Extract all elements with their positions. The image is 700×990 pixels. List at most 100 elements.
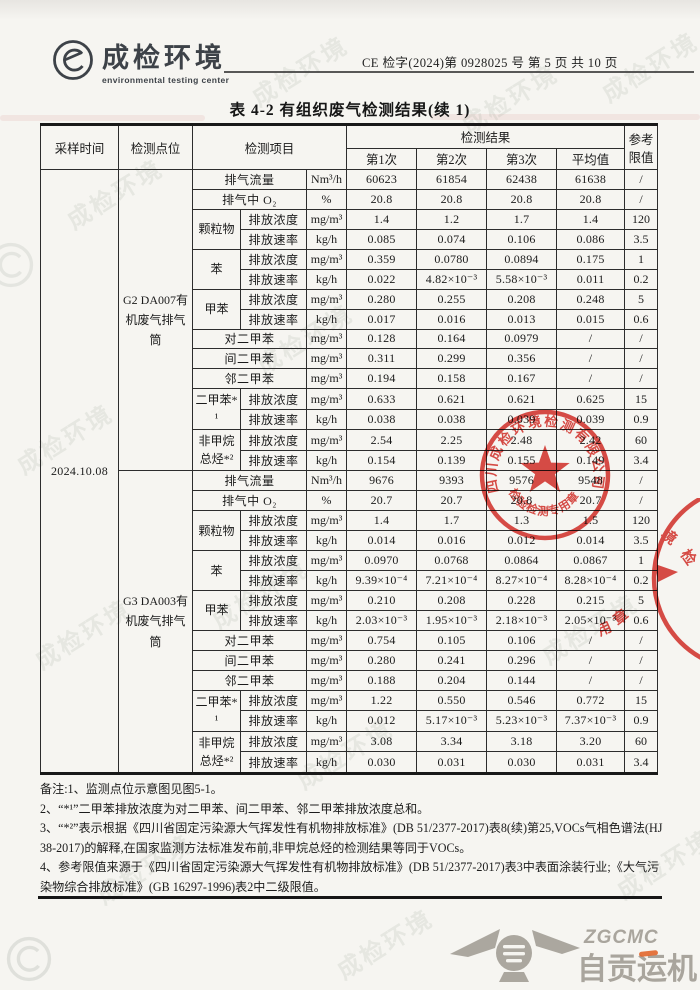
table-row: 2024.10.08 G2 DA007有机废气排气筒 排气流量 Nm³/h 60623 6… xyxy=(40,168,659,774)
item-sub-cell: 排放浓度 xyxy=(240,550,307,571)
item-group-cell: 非甲烷总烃*² xyxy=(192,730,241,775)
value-cell: 1.4 xyxy=(346,208,418,230)
value-cell: 0.086 xyxy=(556,228,626,250)
unit-cell: mg/m³ xyxy=(305,550,348,571)
notes-block: 备注:1、监测点位示意图见图5-1。 2、“*¹”二甲苯排放浓度为对二甲苯、间二甲… xyxy=(40,780,663,897)
table-row: 排放速率 kg/h 0.022 4.82×10⁻³ 5.58×10⁻³ 0.011 0.2 xyxy=(41,268,659,290)
unit-cell: mg/m³ xyxy=(305,388,348,410)
note-line: 备注:1、监测点位示意图见图5-1。 xyxy=(40,782,223,796)
value-cell: 0.038 xyxy=(346,408,418,431)
unit-cell: Nm³/h xyxy=(305,470,348,492)
value-cell: 3.18 xyxy=(486,730,558,753)
value-cell: 0.228 xyxy=(486,589,558,611)
company-seal-stamp: 四川成检环境检测有限公司 检验检测专用章 xyxy=(479,409,611,541)
value-cell: 2.03×10⁻³ xyxy=(346,609,418,631)
value-cell: 0.772 xyxy=(556,689,626,712)
scan-artifact-top xyxy=(0,0,700,20)
corner-watermark-icon xyxy=(6,936,52,982)
unit-cell: kg/h xyxy=(305,408,348,431)
table-row: 排气中 O₂% 20.8 20.8 20.8 20.8/ xyxy=(41,188,659,210)
value-cell: 5.17×10⁻³ xyxy=(416,710,488,732)
edge-stamp-char: 章 xyxy=(609,606,632,629)
limit-cell: 1 xyxy=(624,248,659,270)
value-cell: 0.031 xyxy=(556,751,626,774)
limit-cell: 0.6 xyxy=(624,609,659,631)
unit-cell: kg/h xyxy=(305,530,348,552)
col-header-limit: 参考限值 xyxy=(624,124,659,170)
value-cell: 0.175 xyxy=(556,248,626,270)
value-cell: 0.128 xyxy=(346,328,418,350)
value-cell: 0.188 xyxy=(346,669,418,691)
stamp-label-text: 检验检测专用章 xyxy=(506,486,582,518)
value-cell: 0.030 xyxy=(346,751,418,774)
value-cell: 0.015 xyxy=(556,308,626,330)
value-cell: 0.014 xyxy=(556,530,626,552)
unit-cell: kg/h xyxy=(305,710,348,732)
unit-cell: Nm³/h xyxy=(305,169,348,190)
unit-cell: mg/m³ xyxy=(305,689,348,712)
value-cell: 0.013 xyxy=(486,308,558,330)
value-cell: 0.754 xyxy=(346,629,418,651)
value-cell: 20.8 xyxy=(486,188,558,210)
value-cell: 0.625 xyxy=(556,388,626,410)
value-cell: 20.8 xyxy=(556,188,626,210)
limit-cell: 0.6 xyxy=(624,308,659,330)
value-cell: 61854 xyxy=(416,169,488,190)
value-cell: 9.39×10⁻⁴ xyxy=(346,570,418,591)
value-cell: 9676 xyxy=(346,470,418,492)
item-cell: 排气中 O₂ xyxy=(192,490,307,512)
value-cell: 0.158 xyxy=(416,368,488,390)
logo-en-text: environmental testing center xyxy=(102,75,230,85)
company-logo: 成检环境 environmental testing center xyxy=(52,36,229,85)
edge-stamp-char: 用 xyxy=(600,619,614,639)
col-header-point: 检测点位 xyxy=(118,124,193,170)
value-cell: 2.18×10⁻³ xyxy=(486,609,558,631)
unit-cell: kg/h xyxy=(305,609,348,631)
value-cell: 0.144 xyxy=(486,669,558,691)
unit-cell: kg/h xyxy=(305,449,348,472)
value-cell: 0.105 xyxy=(416,629,488,651)
table-row: 间二甲苯 mg/m³ 0.280 0.241 0.296// xyxy=(41,649,659,671)
item-sub-cell: 排放浓度 xyxy=(240,730,307,753)
limit-cell: / xyxy=(624,328,659,350)
page-title: 表 4-2 有组织废气检测结果(续 1) xyxy=(229,102,471,119)
unit-cell: kg/h xyxy=(305,228,348,250)
value-cell: / xyxy=(556,348,626,370)
value-cell: 9393 xyxy=(416,470,488,492)
value-cell: 0.011 xyxy=(556,268,626,290)
unit-cell: mg/m³ xyxy=(305,328,348,350)
watermark-text: 成检环境 xyxy=(697,294,700,402)
item-sub-cell: 排放速率 xyxy=(240,530,307,552)
table-row: 排放速率 kg/h 0.017 0.016 0.013 0.015 0.6 xyxy=(41,308,659,330)
item-cell: 对二甲苯 xyxy=(192,629,307,651)
table-row: 非甲烷总烃*² 排放浓度 mg/m³ 3.08 3.34 3.18 3.20 60 xyxy=(41,730,659,775)
item-sub-cell: 排放速率 xyxy=(240,449,307,472)
limit-cell: 0.9 xyxy=(624,408,659,431)
item-cell: 对二甲苯 xyxy=(192,328,307,350)
col-header-run2: 第2次 xyxy=(416,148,488,170)
value-cell: 1.4 xyxy=(346,510,418,532)
value-cell: 3.20 xyxy=(556,730,626,753)
edge-seal-stamp: 境 检 用 章 xyxy=(600,498,700,660)
zgcmc-abbr-text: ZGCMC xyxy=(584,927,659,948)
limit-cell: 3.4 xyxy=(624,449,659,472)
value-cell: 8.28×10⁻⁴ xyxy=(556,570,626,591)
item-sub-cell: 排放速率 xyxy=(240,228,307,250)
limit-cell: 60 xyxy=(624,429,659,451)
unit-cell: mg/m³ xyxy=(305,288,348,310)
item-cell: 间二甲苯 xyxy=(192,348,307,370)
unit-cell: mg/m³ xyxy=(305,589,348,611)
unit-cell: % xyxy=(305,490,348,512)
item-sub-cell: 排放速率 xyxy=(240,408,307,431)
unit-cell: mg/m³ xyxy=(305,208,348,230)
col-header-sample-time: 采样时间 xyxy=(40,124,119,170)
limit-cell: 3.4 xyxy=(624,751,659,774)
value-cell: 3.08 xyxy=(346,730,418,753)
value-cell: 62438 xyxy=(486,169,558,190)
value-cell: 0.030 xyxy=(486,751,558,774)
value-cell: 1.95×10⁻³ xyxy=(416,609,488,631)
value-cell: 5.58×10⁻³ xyxy=(486,268,558,290)
value-cell: 0.017 xyxy=(346,308,418,330)
value-cell: 0.296 xyxy=(486,649,558,671)
value-cell: 61638 xyxy=(556,169,626,190)
